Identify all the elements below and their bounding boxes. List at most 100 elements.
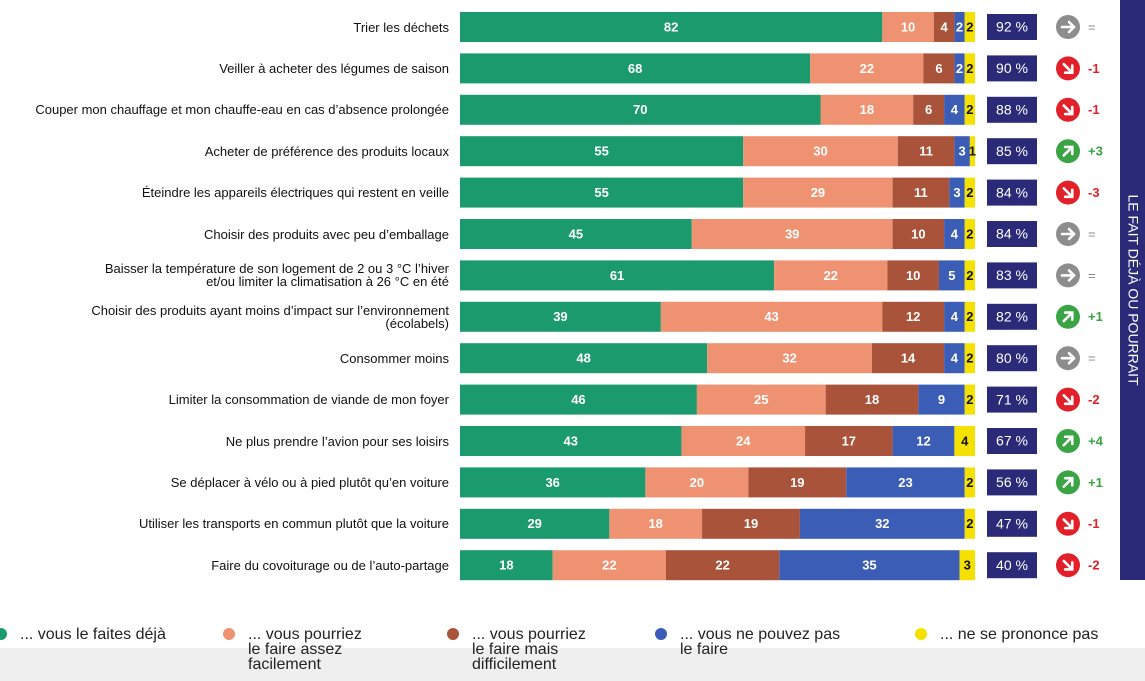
bar-value-label: 2 [966, 475, 973, 490]
bar-segment [954, 426, 975, 456]
bar-value-label: 3 [964, 558, 971, 573]
total-box [987, 221, 1037, 247]
bar-value-label: 82 [664, 19, 678, 34]
bar-value-label: 2 [966, 268, 973, 283]
bar-value-label: 2 [956, 61, 963, 76]
bar-segment [460, 508, 610, 539]
bar-segment [805, 426, 893, 456]
bar-value-label: 36 [545, 475, 559, 490]
bar-value-label: 18 [860, 102, 874, 117]
bar-value-label: 6 [925, 102, 932, 117]
bar-segment [954, 53, 965, 84]
change-label: -1 [1088, 61, 1100, 76]
legend-label: ... vous ne pouvez pas le faire [680, 626, 841, 658]
bar-value-label: 17 [842, 433, 856, 448]
change-label: -2 [1088, 392, 1100, 407]
bar-value-label: 4 [951, 309, 959, 324]
total-box [987, 55, 1037, 82]
bar-segment [913, 94, 945, 125]
bar-segment [964, 12, 975, 42]
bar-segment [748, 467, 847, 498]
bar-segment [691, 219, 893, 249]
bar-segment [846, 467, 965, 498]
bar-segment [460, 343, 708, 374]
total-label: 84 % [996, 226, 1028, 242]
trend-arrow [1060, 269, 1076, 282]
bar-value-label: 4 [951, 226, 959, 241]
bar-segment [681, 426, 806, 456]
bar-value-label: 39 [785, 226, 799, 241]
legend-label: ... vous le faites déjà [20, 626, 166, 643]
bar-segment [660, 301, 883, 332]
category-label: Se déplacer à vélo ou à pied plutôt qu’e… [170, 474, 449, 490]
category-label: Trier les déchets [353, 19, 449, 35]
bar-segment [702, 508, 800, 539]
bar-segment [964, 343, 975, 374]
bar-value-label: 11 [919, 144, 933, 159]
bar-segment [825, 384, 919, 415]
bar-segment [964, 301, 975, 332]
trend-arrow [1062, 145, 1074, 157]
total-box [987, 262, 1037, 289]
bar-value-label: 48 [576, 351, 590, 366]
bar-segment [964, 260, 975, 291]
bar-value-label: 4 [951, 351, 959, 366]
total-label: 67 % [996, 433, 1028, 449]
change-label: = [1088, 268, 1096, 283]
change-label: +3 [1088, 144, 1103, 159]
bar-value-label: 10 [911, 226, 925, 241]
bar-value-label: 25 [754, 392, 768, 407]
total-label: 83 % [996, 267, 1028, 283]
bar-value-label: 18 [648, 516, 662, 531]
change-label: +1 [1088, 309, 1103, 324]
bar-segment [460, 136, 744, 167]
bar-segment [954, 136, 970, 167]
category-label: Ne plus prendre l’avion pour ses loisirs [225, 433, 449, 449]
bar-value-label: 2 [966, 516, 973, 531]
total-box [987, 469, 1037, 496]
total-box [987, 552, 1037, 579]
trend-arrow [1062, 559, 1074, 571]
bar-value-label: 20 [690, 475, 704, 490]
bar-value-label: 2 [966, 19, 973, 34]
trend-arrow [1062, 518, 1074, 530]
bar-value-label: 2 [966, 61, 973, 76]
trend-arrow [1062, 187, 1074, 199]
side-band [1120, 0, 1145, 580]
bar-segment [645, 467, 749, 498]
bar-segment [923, 53, 955, 84]
trend-arrow [1062, 104, 1074, 116]
bar-segment [460, 53, 811, 84]
bar-value-label: 24 [736, 433, 751, 448]
bar-segment [460, 467, 646, 498]
change-label: = [1088, 226, 1096, 241]
bar-segment [872, 343, 945, 374]
bar-value-label: 22 [715, 558, 729, 573]
bar-segment [944, 301, 965, 332]
bar-value-label: 3 [959, 144, 966, 159]
bar-value-label: 3 [953, 185, 960, 200]
bar-segment [918, 384, 965, 415]
bar-value-label: 43 [764, 309, 778, 324]
bar-value-label: 4 [961, 433, 969, 448]
bar-value-label: 29 [527, 516, 541, 531]
total-box [987, 428, 1037, 454]
bar-value-label: 61 [610, 268, 624, 283]
category-label: Consommer moins [339, 350, 449, 366]
category-label: Éteindre les appareils électriques qui r… [141, 185, 449, 201]
bar-value-label: 46 [571, 392, 585, 407]
bar-segment [666, 550, 780, 581]
bar-value-label: 12 [916, 433, 930, 448]
bar-value-label: 43 [563, 433, 577, 448]
bar-segment [460, 177, 744, 208]
trend-arrow [1062, 476, 1074, 488]
change-label: +4 [1088, 433, 1104, 448]
total-label: 85 % [996, 143, 1028, 159]
bar-value-label: 12 [906, 309, 920, 324]
total-box [987, 303, 1037, 330]
category-label: Veiller à acheter des légumes de saison [219, 60, 449, 76]
trend-arrow [1060, 351, 1076, 365]
bar-value-label: 2 [966, 185, 973, 200]
bar-segment [964, 53, 975, 84]
